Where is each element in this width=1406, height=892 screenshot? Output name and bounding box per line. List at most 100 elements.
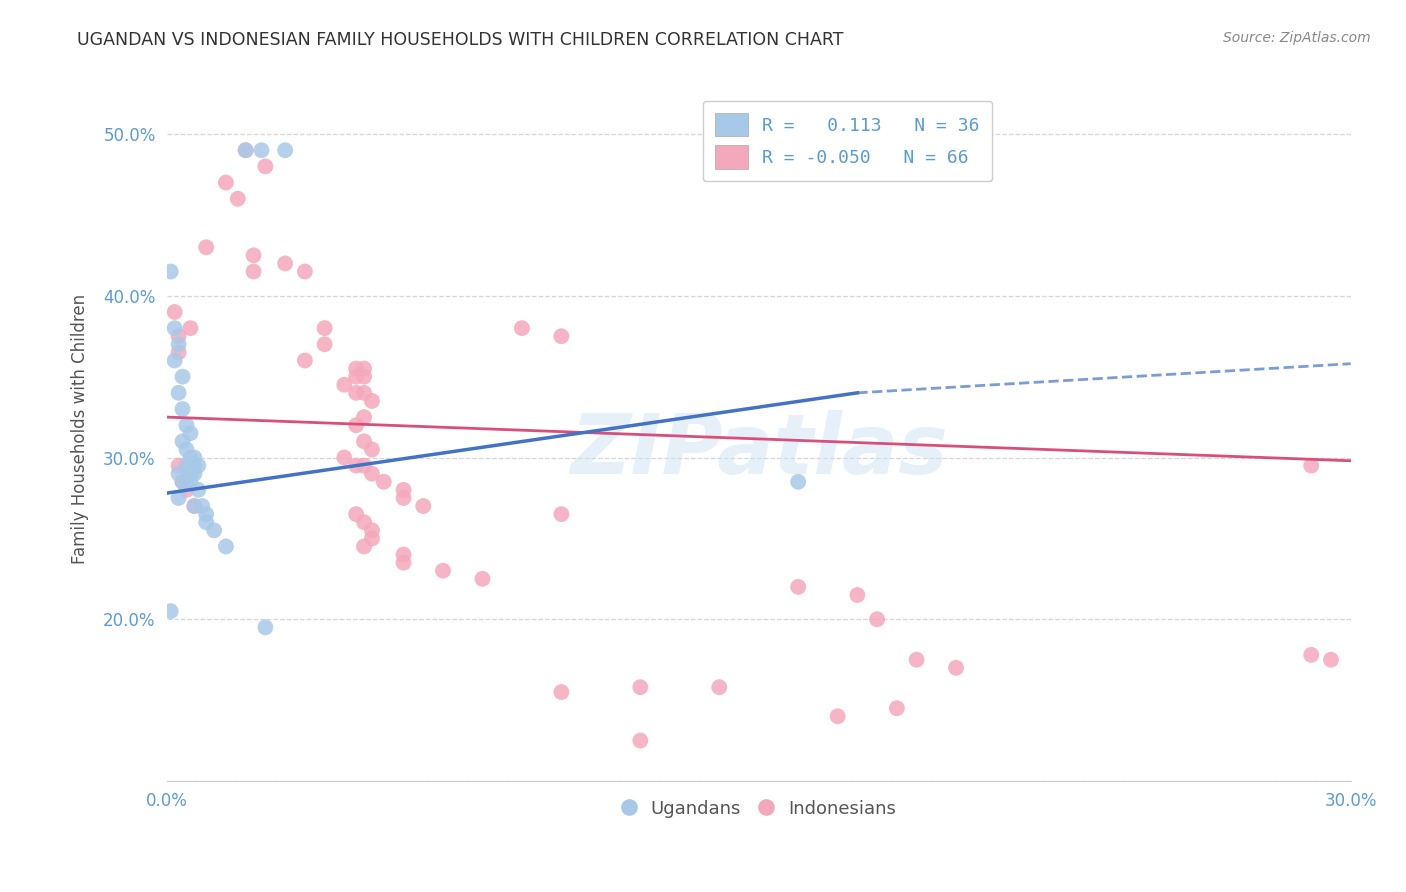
Point bbox=[167, 458, 190, 473]
Point bbox=[945, 661, 967, 675]
Point bbox=[235, 143, 257, 157]
Point bbox=[215, 176, 238, 190]
Point bbox=[274, 256, 297, 270]
Point bbox=[215, 540, 238, 554]
Point bbox=[195, 515, 218, 529]
Point bbox=[1301, 458, 1323, 473]
Point bbox=[392, 556, 415, 570]
Point bbox=[628, 733, 651, 747]
Point bbox=[361, 524, 384, 538]
Point bbox=[235, 143, 257, 157]
Point bbox=[361, 393, 384, 408]
Point bbox=[886, 701, 908, 715]
Point bbox=[353, 515, 375, 529]
Point bbox=[183, 458, 205, 473]
Point bbox=[412, 499, 434, 513]
Point bbox=[314, 337, 336, 351]
Point bbox=[344, 507, 367, 521]
Point bbox=[361, 442, 384, 457]
Legend: Ugandans, Indonesians: Ugandans, Indonesians bbox=[614, 792, 903, 825]
Point bbox=[294, 264, 316, 278]
Point bbox=[274, 143, 297, 157]
Point bbox=[167, 345, 190, 359]
Point bbox=[179, 450, 201, 465]
Point bbox=[353, 434, 375, 449]
Point bbox=[179, 475, 201, 489]
Point bbox=[176, 418, 198, 433]
Point bbox=[179, 426, 201, 441]
Point bbox=[294, 353, 316, 368]
Point bbox=[905, 653, 928, 667]
Point bbox=[353, 410, 375, 425]
Point bbox=[195, 507, 218, 521]
Point bbox=[167, 467, 190, 481]
Point bbox=[361, 467, 384, 481]
Point bbox=[176, 483, 198, 497]
Point bbox=[344, 369, 367, 384]
Point bbox=[172, 369, 194, 384]
Point bbox=[353, 540, 375, 554]
Point bbox=[167, 329, 190, 343]
Point bbox=[187, 458, 209, 473]
Point bbox=[179, 321, 201, 335]
Point bbox=[163, 321, 186, 335]
Point bbox=[242, 264, 264, 278]
Point bbox=[510, 321, 533, 335]
Point bbox=[167, 385, 190, 400]
Point bbox=[163, 353, 186, 368]
Point bbox=[392, 491, 415, 505]
Point bbox=[163, 305, 186, 319]
Point bbox=[314, 321, 336, 335]
Point bbox=[159, 604, 181, 618]
Point bbox=[361, 532, 384, 546]
Text: ZIPatlas: ZIPatlas bbox=[569, 409, 948, 491]
Point bbox=[191, 499, 214, 513]
Point bbox=[250, 143, 273, 157]
Point bbox=[628, 680, 651, 694]
Point bbox=[846, 588, 869, 602]
Point bbox=[550, 685, 572, 699]
Point bbox=[172, 434, 194, 449]
Point bbox=[373, 475, 395, 489]
Point bbox=[471, 572, 494, 586]
Point bbox=[176, 442, 198, 457]
Point bbox=[172, 475, 194, 489]
Point bbox=[167, 337, 190, 351]
Point bbox=[787, 580, 810, 594]
Point bbox=[242, 248, 264, 262]
Point bbox=[167, 491, 190, 505]
Point bbox=[183, 467, 205, 481]
Point bbox=[787, 475, 810, 489]
Point bbox=[183, 499, 205, 513]
Point bbox=[254, 160, 277, 174]
Point bbox=[344, 361, 367, 376]
Point bbox=[392, 548, 415, 562]
Point bbox=[432, 564, 454, 578]
Point bbox=[179, 467, 201, 481]
Point bbox=[1320, 653, 1343, 667]
Point bbox=[344, 418, 367, 433]
Point bbox=[183, 450, 205, 465]
Point bbox=[344, 385, 367, 400]
Point bbox=[333, 377, 356, 392]
Point bbox=[333, 450, 356, 465]
Point bbox=[353, 458, 375, 473]
Point bbox=[183, 499, 205, 513]
Point bbox=[866, 612, 889, 626]
Point bbox=[254, 620, 277, 634]
Text: UGANDAN VS INDONESIAN FAMILY HOUSEHOLDS WITH CHILDREN CORRELATION CHART: UGANDAN VS INDONESIAN FAMILY HOUSEHOLDS … bbox=[77, 31, 844, 49]
Point bbox=[550, 329, 572, 343]
Point bbox=[202, 524, 225, 538]
Point bbox=[172, 475, 194, 489]
Point bbox=[827, 709, 849, 723]
Point bbox=[195, 240, 218, 254]
Point bbox=[1301, 648, 1323, 662]
Point bbox=[709, 680, 731, 694]
Point bbox=[176, 475, 198, 489]
Point bbox=[187, 483, 209, 497]
Point bbox=[226, 192, 249, 206]
Point bbox=[353, 361, 375, 376]
Point bbox=[353, 369, 375, 384]
Point bbox=[353, 385, 375, 400]
Point bbox=[172, 402, 194, 417]
